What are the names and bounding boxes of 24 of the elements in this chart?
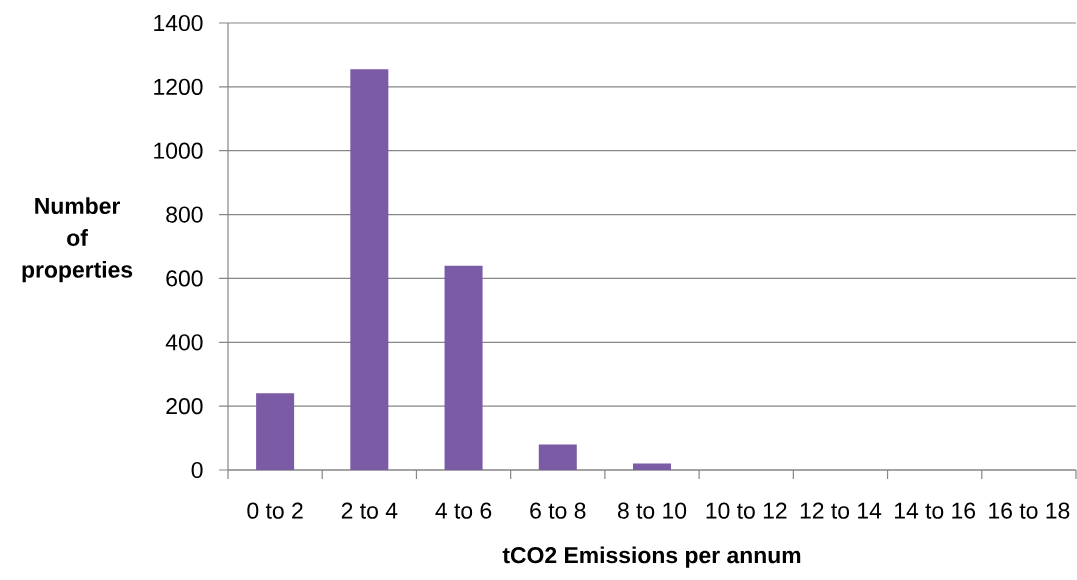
y-tick-label: 1000 bbox=[154, 142, 203, 159]
x-tick-label: 16 to 18 bbox=[989, 502, 1070, 519]
x-tick-label: 4 to 6 bbox=[435, 502, 492, 519]
x-tick-label: 10 to 12 bbox=[706, 502, 787, 519]
y-tick-label: 0 bbox=[191, 461, 203, 479]
bar bbox=[256, 393, 295, 470]
y-tick-label: 1400 bbox=[154, 14, 203, 32]
x-axis-title: tCO2 Emissions per annum bbox=[502, 546, 801, 568]
x-tick-label: 8 to 10 bbox=[617, 502, 687, 519]
x-tick-label: 0 to 2 bbox=[247, 502, 303, 519]
y-tick-label: 400 bbox=[165, 334, 203, 351]
y-axis-title: Number of properties bbox=[22, 197, 133, 283]
x-tick-label: 12 to 14 bbox=[800, 502, 882, 519]
bar bbox=[444, 265, 483, 470]
y-tick-label: 600 bbox=[166, 270, 203, 287]
y-tick-label: 200 bbox=[166, 398, 203, 415]
bar bbox=[538, 444, 577, 470]
bar bbox=[633, 463, 671, 470]
x-tick-label: 6 to 8 bbox=[530, 502, 586, 519]
y-tick-label: 1200 bbox=[154, 78, 203, 95]
x-tick-label: 2 to 4 bbox=[341, 502, 398, 519]
y-tick-label: 800 bbox=[166, 206, 203, 223]
bar bbox=[350, 69, 389, 470]
x-tick-label: 14 to 16 bbox=[895, 502, 976, 519]
